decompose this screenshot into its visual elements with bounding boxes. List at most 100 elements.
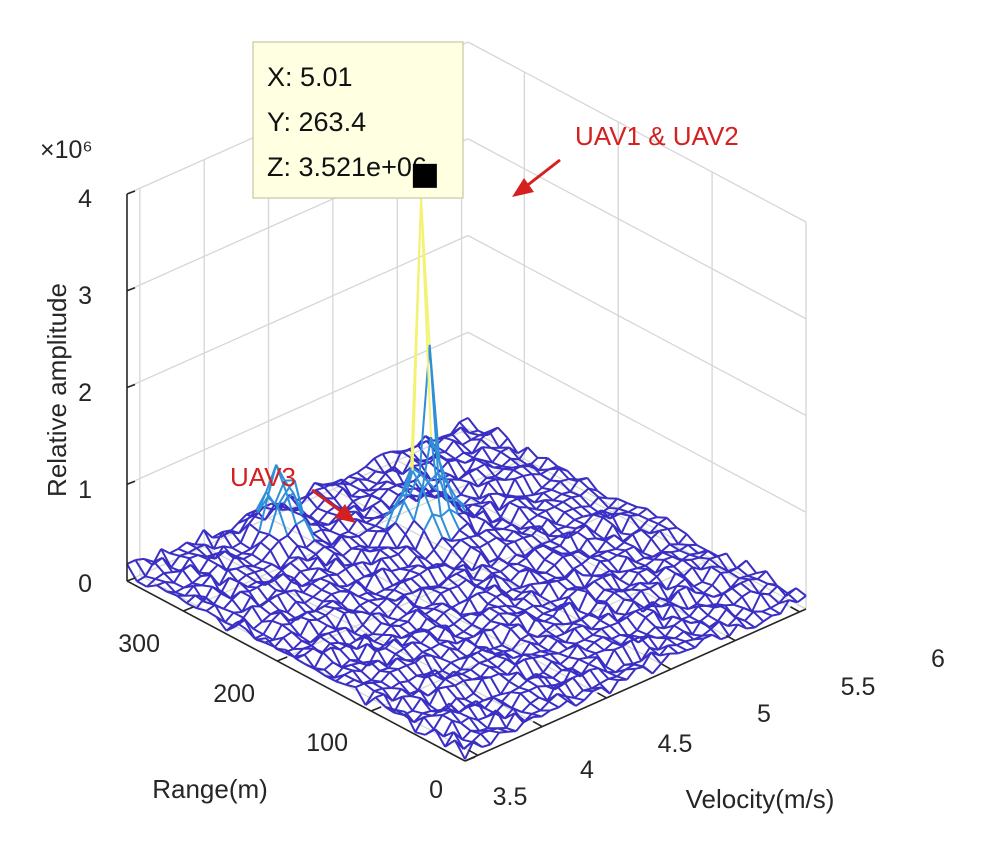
surface-line-y	[399, 567, 410, 572]
surface-line-y	[418, 573, 431, 588]
surface-line-y	[410, 634, 422, 645]
surface-line-x	[543, 550, 554, 561]
surface-line-y	[366, 591, 378, 601]
surface-line-x	[444, 623, 455, 630]
surface-line-y	[488, 430, 501, 449]
surface-line-y	[504, 477, 515, 481]
surface-line-y	[327, 511, 338, 517]
surface-line-y	[434, 493, 446, 499]
surface-line-x	[387, 605, 398, 619]
surface-line-y	[731, 587, 743, 598]
surface-line-y	[364, 633, 377, 652]
surface-line-x	[379, 546, 389, 551]
surface-line-x	[569, 478, 580, 493]
surface-line-y	[285, 591, 297, 603]
annotation-uav3: UAV3	[230, 462, 296, 492]
surface-line-y	[439, 642, 450, 649]
surface-line-x	[453, 616, 463, 625]
surface-line-x	[496, 478, 505, 481]
surface-line-y	[536, 572, 549, 583]
surface-line-y	[444, 739, 456, 748]
surface-line-y	[555, 684, 567, 698]
surface-line-x	[572, 673, 582, 679]
surface-line-y	[332, 599, 344, 610]
surface-line-x	[703, 633, 713, 640]
surface-line-y	[306, 611, 318, 621]
surface-line-x	[592, 509, 602, 516]
surface-line-y	[381, 622, 392, 627]
surface-line-x	[325, 607, 336, 617]
surface-line-x	[583, 634, 594, 641]
surface-line-y	[420, 198, 433, 438]
surface-line-y	[470, 668, 482, 678]
surface-line-y	[356, 471, 368, 481]
surface-line-x	[293, 648, 304, 658]
surface-line-y	[245, 574, 257, 583]
surface-line-x	[479, 666, 490, 678]
surface-line-y	[376, 648, 388, 667]
surface-line-y	[229, 529, 242, 544]
surface-line-y	[251, 605, 263, 623]
surface-line-y	[342, 666, 354, 672]
surface-line-y	[761, 610, 773, 617]
surface-line-y	[344, 568, 357, 583]
datatip-marker[interactable]	[412, 163, 437, 188]
surface-line-y	[542, 491, 554, 502]
surface-line-x	[583, 513, 594, 525]
surface-line-x	[258, 496, 269, 532]
surface-line-x	[366, 470, 377, 481]
surface-line-x	[475, 520, 486, 537]
surface-line-y	[305, 663, 317, 671]
surface-line-x	[377, 531, 388, 548]
surface-line-y	[173, 581, 185, 589]
surface-line-y	[177, 547, 189, 554]
surface-line-x	[278, 534, 289, 542]
surface-line-x	[668, 590, 679, 603]
surface-line-x	[319, 632, 330, 638]
surface-line-x	[374, 516, 385, 527]
surface-line-y	[390, 624, 402, 639]
surface-line-x	[496, 544, 508, 559]
surface-line-y	[259, 541, 272, 552]
surface-line-x	[437, 624, 448, 641]
surface-line-y	[666, 584, 678, 591]
surface-line-x	[246, 571, 256, 576]
surface-line-y	[372, 632, 383, 636]
surface-line-x	[495, 591, 506, 598]
surface-line-y	[292, 577, 304, 594]
surface-line-x	[285, 479, 296, 493]
surface-line-y	[404, 533, 417, 551]
surface-line-x	[646, 626, 657, 636]
surface-line-y	[586, 591, 598, 604]
surface-line-y	[586, 538, 599, 554]
surface-line-x	[243, 553, 253, 560]
surface-line-y	[465, 637, 478, 648]
surface-line-y	[412, 709, 423, 715]
surface-line-x	[631, 589, 642, 601]
surface-line-x	[538, 634, 549, 646]
surface-line-y	[352, 609, 364, 626]
surface-line-y	[303, 602, 316, 613]
surface-line-y	[676, 526, 688, 535]
surface-line-y	[211, 585, 223, 593]
surface-line-x	[737, 559, 747, 569]
surface-line-y	[448, 508, 461, 531]
surface-line-y	[633, 600, 645, 609]
surface-line-y	[315, 668, 327, 678]
surface-line-y	[765, 570, 777, 586]
surface-line-x	[311, 577, 321, 585]
surface-line-y	[786, 592, 799, 603]
surface-line-x	[341, 535, 351, 539]
surface-line-x	[299, 619, 310, 637]
surface-line-x	[541, 540, 551, 545]
z-tick-label-0: 0	[78, 570, 92, 598]
surface-line-x	[343, 669, 354, 676]
surface-line-x	[521, 583, 532, 594]
surface-line-x	[450, 529, 461, 542]
surface-line-y	[387, 546, 399, 556]
x-tick-label-6: 6	[931, 645, 945, 673]
surface-line-y	[447, 577, 459, 588]
surface-line-x	[323, 661, 334, 671]
surface-line-x	[303, 647, 314, 656]
